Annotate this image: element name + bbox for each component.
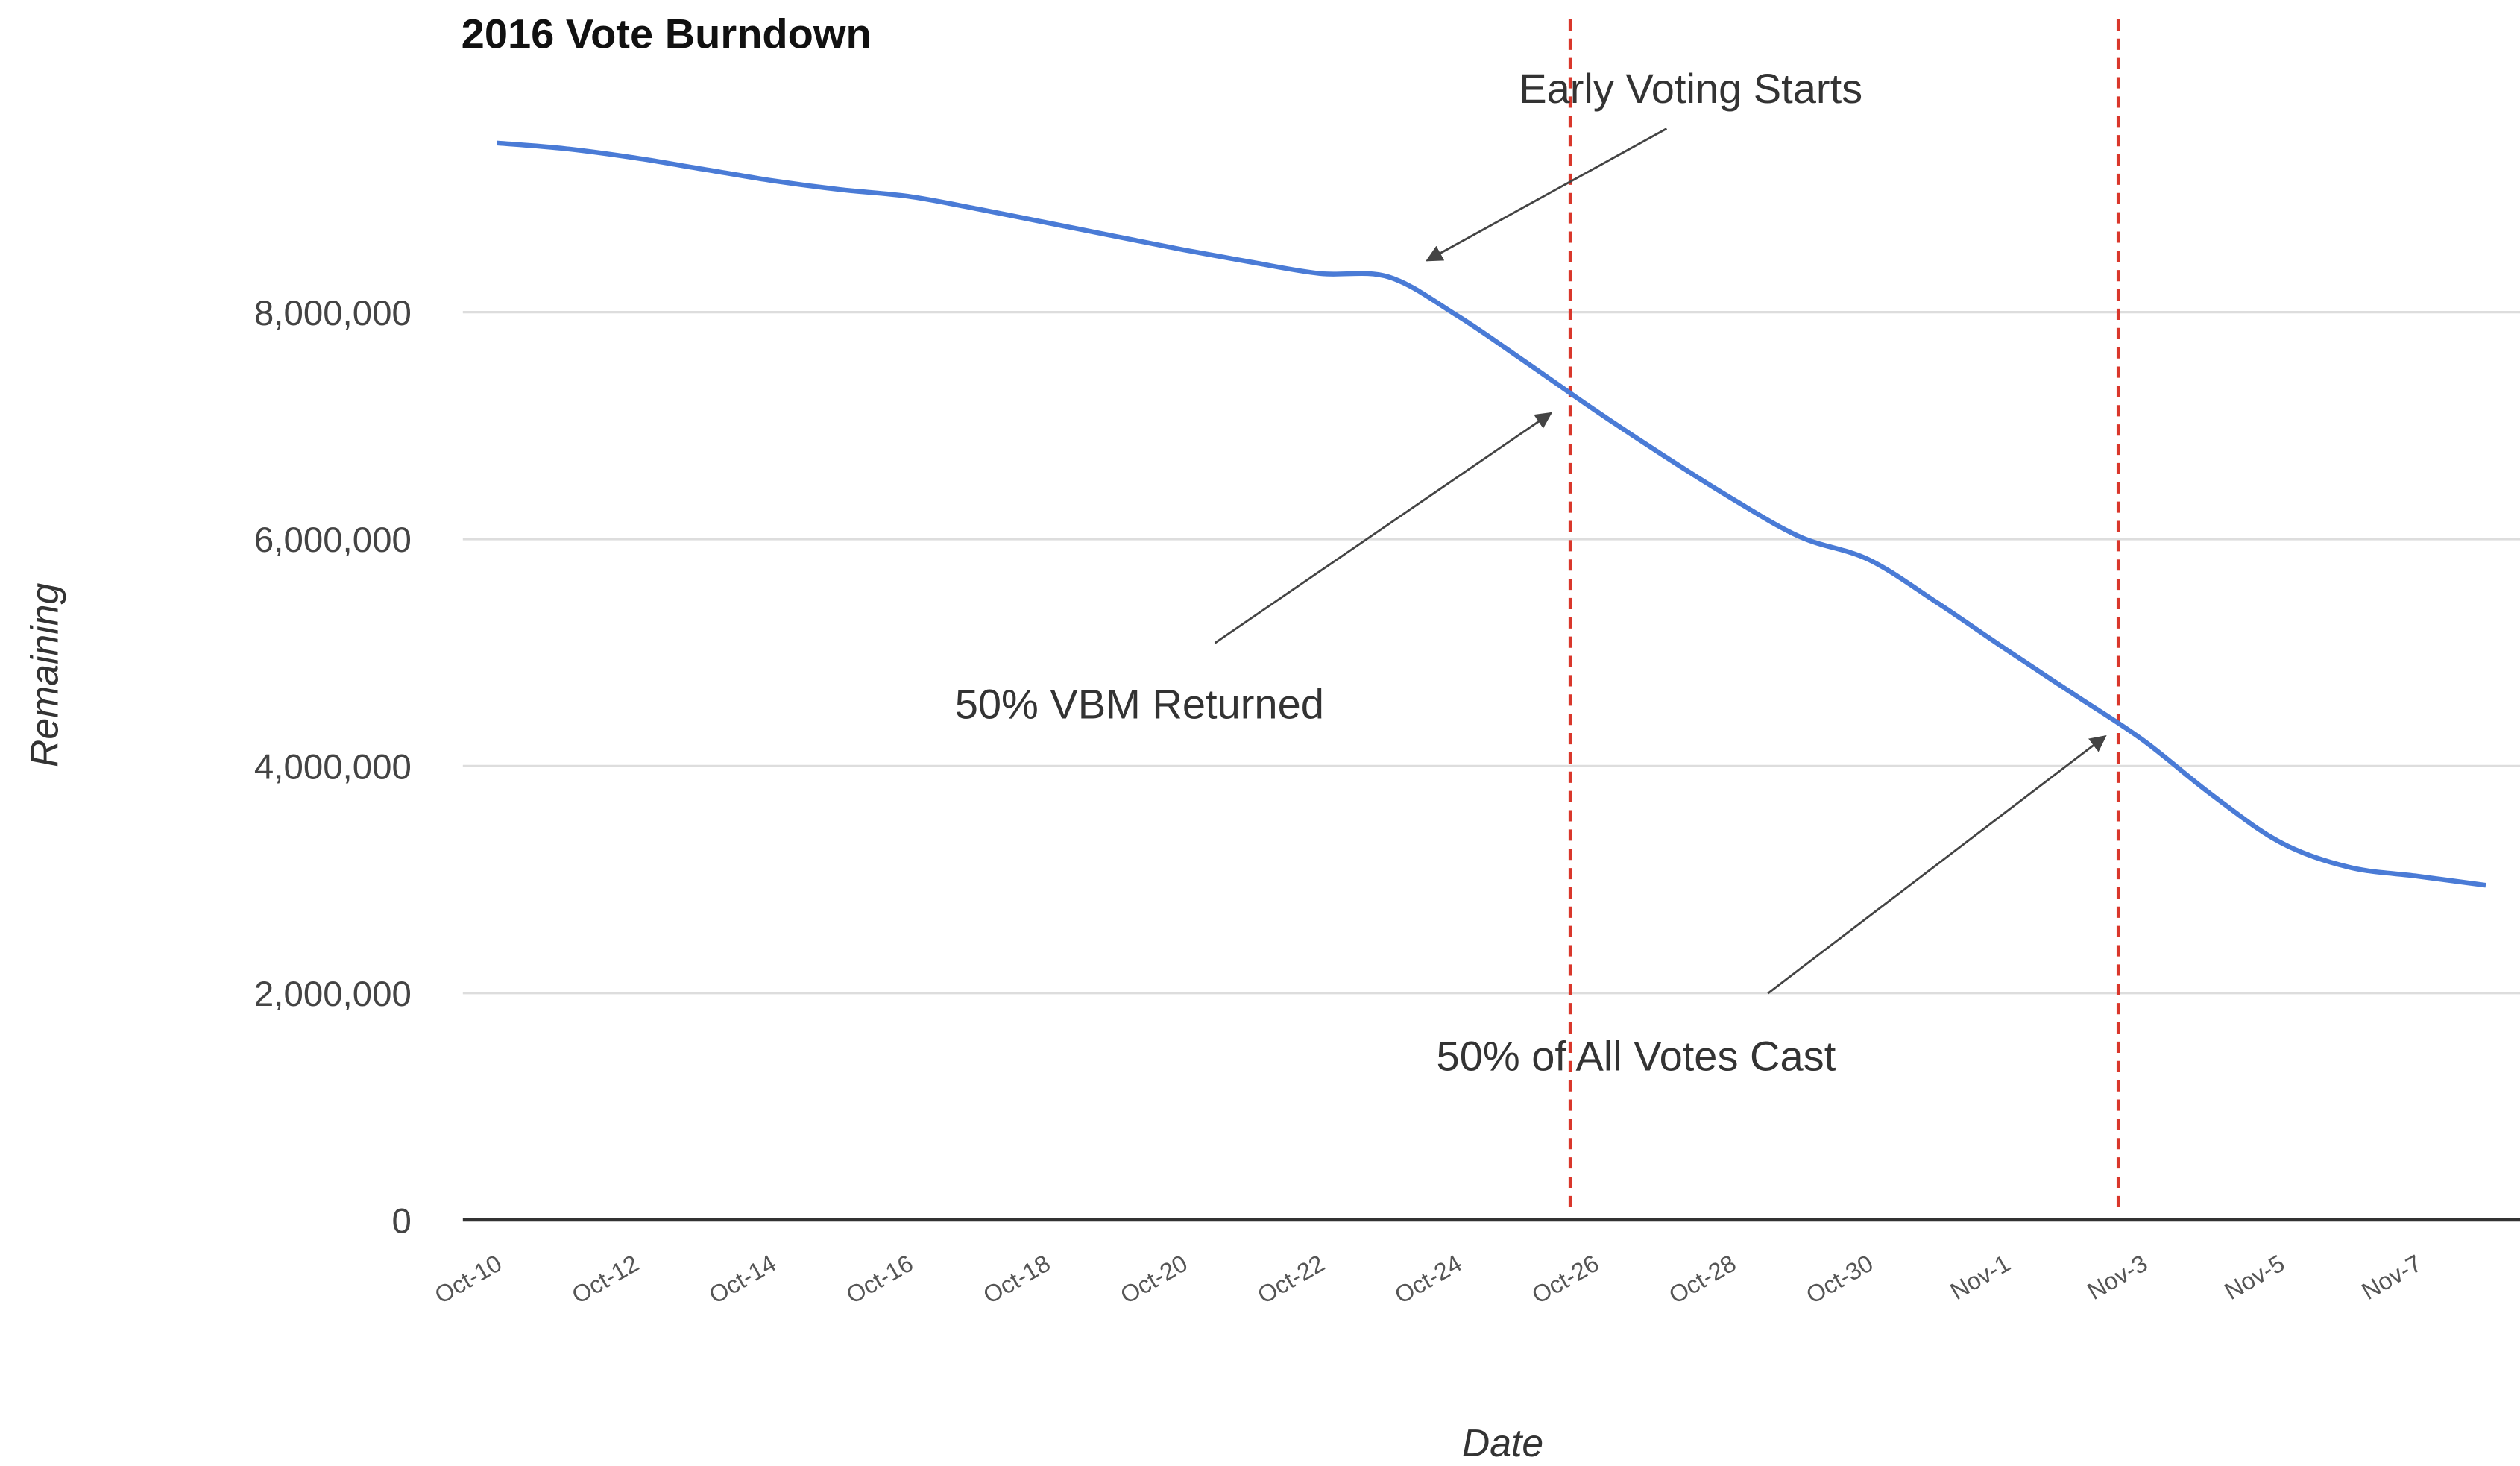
x-tick-label: Oct-16 bbox=[842, 1250, 918, 1309]
x-tick-label: Oct-12 bbox=[567, 1250, 643, 1309]
x-tick-label: Oct-18 bbox=[979, 1250, 1055, 1309]
annotation: Early Voting Starts bbox=[1519, 65, 1862, 112]
data-line bbox=[497, 140, 2486, 888]
annotation-arrow bbox=[1767, 734, 2107, 995]
y-tick-label: 4,000,000 bbox=[254, 748, 412, 787]
y-tick-label: 6,000,000 bbox=[254, 520, 412, 560]
annotation: 50% of All Votes Cast bbox=[1437, 1033, 1836, 1080]
x-tick-label: Nov-7 bbox=[2357, 1250, 2426, 1305]
y-axis-label: Remaining bbox=[23, 583, 66, 767]
x-tick-label: Oct-22 bbox=[1253, 1250, 1329, 1309]
x-tick-label: Oct-26 bbox=[1527, 1250, 1603, 1309]
y-tick-label: 0 bbox=[391, 1201, 411, 1241]
x-tick-label: Oct-28 bbox=[1664, 1250, 1740, 1309]
x-tick-label: Nov-3 bbox=[2083, 1250, 2152, 1305]
x-tick-label: Nov-5 bbox=[2220, 1250, 2290, 1305]
y-tick-label: 8,000,000 bbox=[254, 294, 412, 333]
x-tick-label: Oct-14 bbox=[705, 1250, 781, 1309]
annotation-arrow bbox=[1214, 412, 1553, 644]
x-axis-label: Date bbox=[1462, 1421, 1543, 1465]
annotation: 50% VBM Returned bbox=[955, 681, 1324, 728]
x-tick-label: Oct-20 bbox=[1116, 1250, 1192, 1309]
x-tick-label: Oct-24 bbox=[1390, 1250, 1467, 1309]
x-tick-label: Oct-30 bbox=[1801, 1250, 1877, 1309]
y-tick-label: 2,000,000 bbox=[254, 975, 412, 1014]
annotation-arrow bbox=[1426, 128, 1668, 262]
x-tick-label: Nov-1 bbox=[1946, 1250, 2015, 1305]
x-tick-label: Oct-10 bbox=[430, 1250, 506, 1309]
chart-title: 2016 Vote Burndown bbox=[462, 10, 872, 57]
